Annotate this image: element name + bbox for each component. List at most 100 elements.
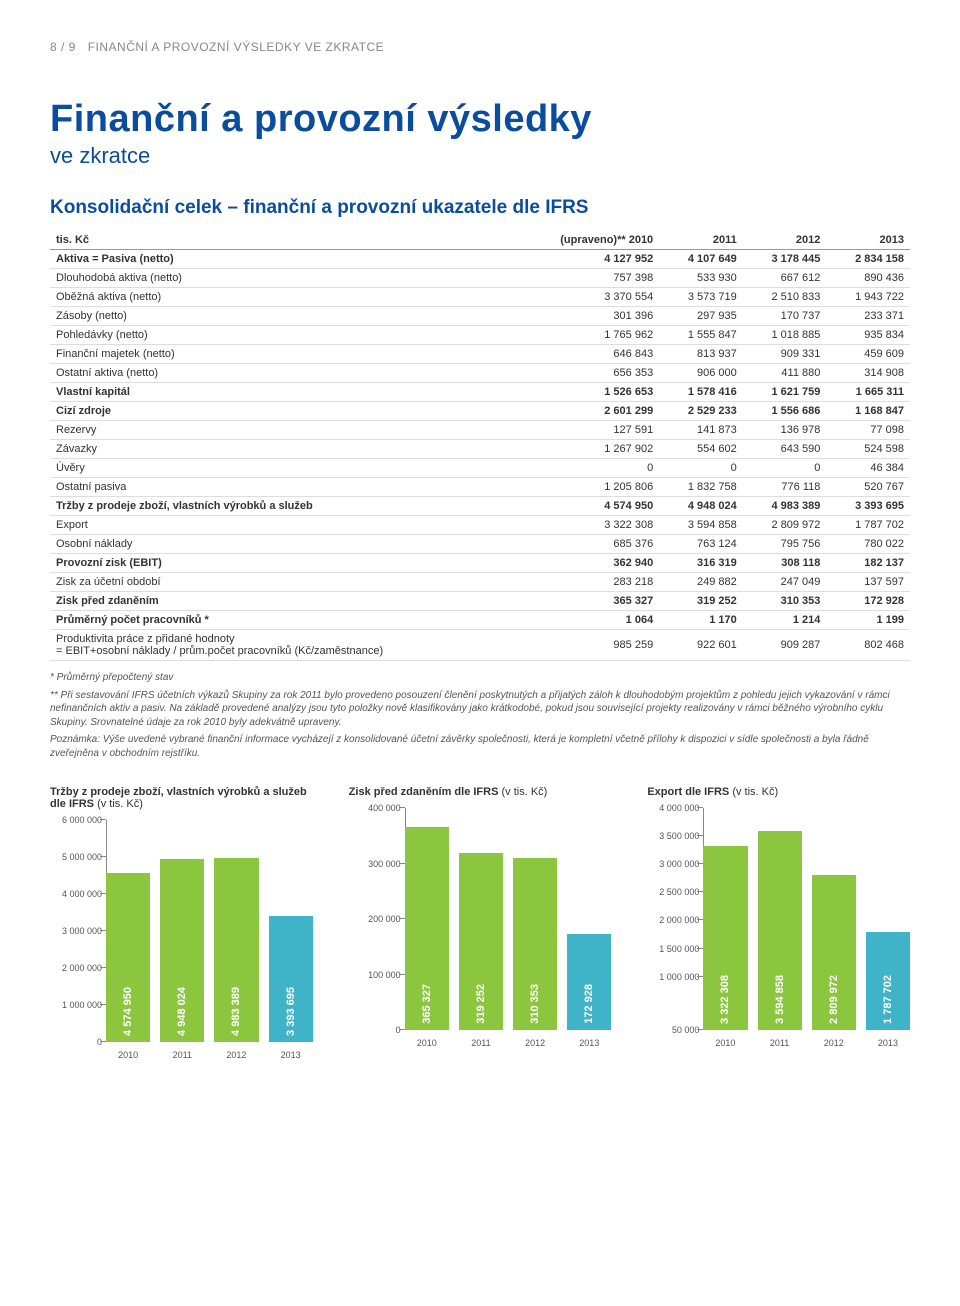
table-cell: Finanční majetek (netto) bbox=[50, 345, 515, 364]
page-number: 8 / 9 bbox=[50, 40, 76, 54]
chart-y-label: 1 000 000 bbox=[62, 1000, 102, 1010]
table-row: Zásoby (netto)301 396297 935170 737233 3… bbox=[50, 307, 910, 326]
table-cell: 301 396 bbox=[515, 307, 659, 326]
table-row: Cizí zdroje2 601 2992 529 2331 556 6861 … bbox=[50, 402, 910, 421]
table-cell: 283 218 bbox=[515, 573, 659, 592]
table-cell: Zásoby (netto) bbox=[50, 307, 515, 326]
table-cell: 685 376 bbox=[515, 535, 659, 554]
section-name: FINANČNÍ A PROVOZNÍ VÝSLEDKY VE ZKRATCE bbox=[88, 40, 384, 54]
table-cell: 1 578 416 bbox=[659, 383, 743, 402]
table-cell: Produktivita práce z přidané hodnoty= EB… bbox=[50, 630, 515, 661]
table-cell: 1 787 702 bbox=[826, 516, 910, 535]
charts-row: Tržby z prodeje zboží, vlastních výrobků… bbox=[50, 786, 910, 1060]
chart-bar-value: 3 393 695 bbox=[285, 987, 297, 1036]
chart-y-label: 4 000 000 bbox=[659, 803, 699, 813]
table-header: 2012 bbox=[743, 231, 827, 250]
table-cell: 776 118 bbox=[743, 478, 827, 497]
table-cell: 141 873 bbox=[659, 421, 743, 440]
chart-y-label: 3 000 000 bbox=[659, 859, 699, 869]
table-cell: 127 591 bbox=[515, 421, 659, 440]
chart-x-label: 2010 bbox=[106, 1050, 150, 1060]
table-cell: 1 170 bbox=[659, 611, 743, 630]
table-header: 2013 bbox=[826, 231, 910, 250]
chart-title: Tržby z prodeje zboží, vlastních výrobků… bbox=[50, 786, 313, 810]
table-cell: 906 000 bbox=[659, 364, 743, 383]
chart-plot: 4 574 9504 948 0244 983 3893 393 695 bbox=[106, 820, 313, 1042]
table-row: Ostatní pasiva1 205 8061 832 758776 1185… bbox=[50, 478, 910, 497]
table-cell: Tržby z prodeje zboží, vlastních výrobků… bbox=[50, 497, 515, 516]
chart-y-label: 3 000 000 bbox=[62, 926, 102, 936]
table-cell: 233 371 bbox=[826, 307, 910, 326]
table-cell: 77 098 bbox=[826, 421, 910, 440]
table-cell: Závazky bbox=[50, 440, 515, 459]
table-row: Finanční majetek (netto)646 843813 93790… bbox=[50, 345, 910, 364]
page-header: 8 / 9 FINANČNÍ A PROVOZNÍ VÝSLEDKY VE ZK… bbox=[50, 40, 910, 54]
chart-title: Zisk před zdaněním dle IFRS (v tis. Kč) bbox=[349, 786, 612, 798]
table-row: Zisk za účetní období283 218249 882247 0… bbox=[50, 573, 910, 592]
footnotes: * Průměrný přepočtený stav** Při sestavo… bbox=[50, 671, 910, 760]
chart-area: 50 0001 000 0001 500 0002 000 0002 500 0… bbox=[647, 808, 910, 1048]
table-row: Dlouhodobá aktiva (netto)757 398533 9306… bbox=[50, 269, 910, 288]
table-row: Tržby z prodeje zboží, vlastních výrobků… bbox=[50, 497, 910, 516]
chart-bar: 1 787 702 bbox=[866, 932, 910, 1030]
table-cell: 308 118 bbox=[743, 554, 827, 573]
chart-plot: 3 322 3083 594 8582 809 9721 787 702 bbox=[703, 808, 910, 1030]
table-cell: 890 436 bbox=[826, 269, 910, 288]
table-cell: 757 398 bbox=[515, 269, 659, 288]
table-cell: 3 393 695 bbox=[826, 497, 910, 516]
table-cell: Úvěry bbox=[50, 459, 515, 478]
table-cell: 1 556 686 bbox=[743, 402, 827, 421]
table-cell: 1 199 bbox=[826, 611, 910, 630]
table-cell: 0 bbox=[515, 459, 659, 478]
table-cell: 2 529 233 bbox=[659, 402, 743, 421]
table-cell: 297 935 bbox=[659, 307, 743, 326]
table-cell: Aktiva = Pasiva (netto) bbox=[50, 250, 515, 269]
chart-x-label: 2010 bbox=[703, 1038, 747, 1048]
table-cell: 524 598 bbox=[826, 440, 910, 459]
chart-bar: 4 574 950 bbox=[106, 873, 150, 1042]
table-cell: 136 978 bbox=[743, 421, 827, 440]
chart-bar-value: 4 574 950 bbox=[122, 987, 134, 1036]
table-cell: 520 767 bbox=[826, 478, 910, 497]
chart-x-label: 2011 bbox=[160, 1050, 204, 1060]
table-cell: 2 601 299 bbox=[515, 402, 659, 421]
table-cell: 411 880 bbox=[743, 364, 827, 383]
table-cell: Průměrný počet pracovníků * bbox=[50, 611, 515, 630]
chart-bar-value: 319 252 bbox=[475, 984, 487, 1024]
chart-y-label: 100 000 bbox=[368, 970, 401, 980]
chart-y-label: 2 000 000 bbox=[62, 963, 102, 973]
table-row: Průměrný počet pracovníků *1 0641 1701 2… bbox=[50, 611, 910, 630]
table-cell: 170 737 bbox=[743, 307, 827, 326]
chart-y-label: 4 000 000 bbox=[62, 889, 102, 899]
chart-y-label: 400 000 bbox=[368, 803, 401, 813]
table-cell: 316 319 bbox=[659, 554, 743, 573]
table-cell: 3 594 858 bbox=[659, 516, 743, 535]
table-row: Rezervy127 591141 873136 97877 098 bbox=[50, 421, 910, 440]
table-cell: 2 510 833 bbox=[743, 288, 827, 307]
chart-y-label: 1 000 000 bbox=[659, 972, 699, 982]
chart-x-label: 2013 bbox=[567, 1038, 611, 1048]
chart-bar-value: 2 809 972 bbox=[828, 975, 840, 1024]
table-cell: Zisk za účetní období bbox=[50, 573, 515, 592]
table-cell: 4 948 024 bbox=[659, 497, 743, 516]
chart-bar-value: 3 322 308 bbox=[719, 975, 731, 1024]
table-cell: Export bbox=[50, 516, 515, 535]
table-cell: 362 940 bbox=[515, 554, 659, 573]
table-cell: 365 327 bbox=[515, 592, 659, 611]
chart-bar: 310 353 bbox=[513, 858, 557, 1030]
table-cell: Provozní zisk (EBIT) bbox=[50, 554, 515, 573]
table-cell: Cizí zdroje bbox=[50, 402, 515, 421]
chart-area: 01 000 0002 000 0003 000 0004 000 0005 0… bbox=[50, 820, 313, 1060]
table-cell: Ostatní aktiva (netto) bbox=[50, 364, 515, 383]
chart-y-label: 2 000 000 bbox=[659, 915, 699, 925]
page-title: Finanční a provozní výsledky bbox=[50, 98, 910, 141]
table-cell: 1 064 bbox=[515, 611, 659, 630]
table-cell: 985 259 bbox=[515, 630, 659, 661]
table-cell: 2 809 972 bbox=[743, 516, 827, 535]
table-cell: Zisk před zdaněním bbox=[50, 592, 515, 611]
table-header: tis. Kč bbox=[50, 231, 515, 250]
chart-y-label: 6 000 000 bbox=[62, 815, 102, 825]
chart-bar: 172 928 bbox=[567, 934, 611, 1030]
table-row: Aktiva = Pasiva (netto)4 127 9524 107 64… bbox=[50, 250, 910, 269]
table-cell: 459 609 bbox=[826, 345, 910, 364]
